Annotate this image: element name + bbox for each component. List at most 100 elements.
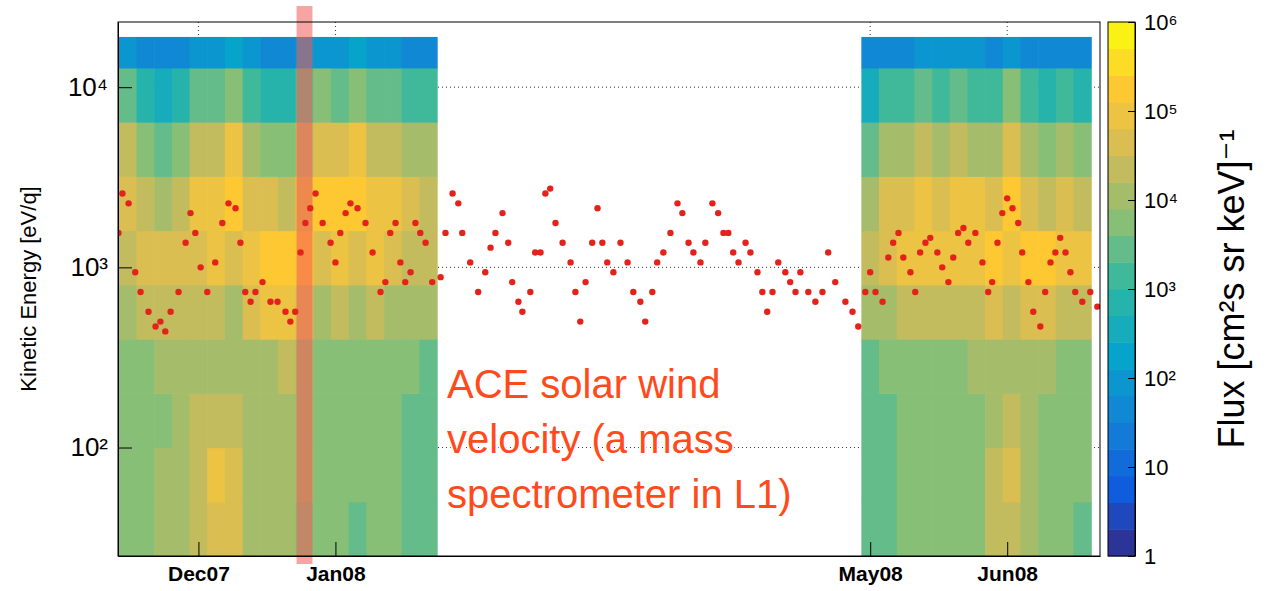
heatmap-cell (1003, 37, 1021, 69)
colorbar-tick-mark (1128, 289, 1135, 290)
heatmap-cell (950, 448, 968, 503)
heatmap-cell (190, 68, 208, 123)
data-point (369, 249, 375, 255)
heatmap-cell (950, 37, 968, 69)
colorbar-tick: 10³ (1128, 277, 1176, 302)
colorbar-tick-label: 10⁴ (1144, 188, 1178, 213)
data-point (145, 309, 151, 315)
heatmap-cell (1038, 122, 1056, 177)
data-point (1009, 205, 1015, 211)
data-point (327, 240, 333, 246)
heatmap-cell (967, 37, 985, 69)
heatmap-cell (384, 122, 402, 177)
colorbar-frame (1108, 22, 1135, 556)
data-point (292, 309, 298, 315)
data-point (422, 240, 428, 246)
heatmap-cell (1020, 176, 1038, 231)
data-point (382, 279, 388, 285)
heatmap-cell (932, 122, 950, 177)
heatmap-cell (313, 176, 331, 231)
heatmap-cell (278, 448, 296, 503)
heatmap-cell (897, 339, 915, 394)
heatmap-cell (1020, 37, 1038, 69)
data-point (759, 289, 765, 295)
y-tick-label: 10⁴ (68, 72, 108, 102)
data-point (354, 205, 360, 211)
data-point (999, 210, 1005, 216)
heatmap-cell (861, 231, 879, 286)
heatmap-cell (1073, 339, 1091, 394)
heatmap-cell (384, 502, 402, 556)
heatmap-cell (1038, 339, 1056, 394)
heatmap-cell (207, 231, 225, 286)
data-point (515, 299, 521, 305)
heatmap-cell (366, 339, 384, 394)
heatmap-cell (985, 393, 1003, 448)
heatmap-cell (419, 231, 437, 286)
heatmap-cell (207, 122, 225, 177)
data-point (157, 318, 163, 324)
heatmap-cell (366, 37, 384, 69)
x-tick-mark (198, 542, 199, 556)
heatmap-cell (950, 68, 968, 123)
colorbar-tick: 10⁴ (1128, 188, 1178, 213)
heatmap-cell (402, 68, 420, 123)
y-tick: 10⁴ (68, 72, 132, 102)
data-point (499, 210, 505, 216)
data-point (527, 289, 533, 295)
data-point (685, 240, 691, 246)
heatmap-cell (402, 231, 420, 286)
data-point (679, 210, 685, 216)
colorbar-axis-line (1135, 23, 1136, 557)
data-point (862, 289, 868, 295)
colorbar-tick-label: 10⁵ (1144, 99, 1178, 124)
heatmap-cell (172, 68, 190, 123)
colorbar-tick-label: 10³ (1144, 277, 1176, 302)
plot-background (118, 22, 1100, 556)
data-point (397, 259, 403, 265)
heatmap-cell (1038, 231, 1056, 286)
data-point (125, 200, 131, 206)
heatmap-cell (985, 37, 1003, 69)
data-point (459, 230, 465, 236)
data-point (972, 230, 978, 236)
data-point (197, 264, 203, 270)
data-point (934, 249, 940, 255)
heatmap-cell (932, 339, 950, 394)
heatmap-cell (402, 448, 420, 503)
annotation-line: velocity (a mass (447, 417, 734, 461)
heatmap-cell (190, 122, 208, 177)
heatmap-cell (861, 285, 879, 340)
heatmap-cell (260, 502, 278, 556)
heatmap-cell (190, 231, 208, 286)
data-point (274, 299, 280, 305)
heatmap-cell (154, 122, 172, 177)
highlight-band (297, 6, 313, 564)
heatmap-cell (1038, 37, 1056, 69)
heatmap-cell (260, 339, 278, 394)
heatmap-cell (985, 285, 1003, 340)
data-point (819, 289, 825, 295)
data-point (890, 240, 896, 246)
heatmap-cell (1020, 339, 1038, 394)
y-tick-label: 10³ (70, 252, 108, 282)
heatmap-cell (384, 339, 402, 394)
heatmap-cell (154, 231, 172, 286)
heatmap-cell (1038, 448, 1056, 503)
data-point (175, 289, 181, 295)
data-point (649, 289, 655, 295)
heatmap-cell (1020, 231, 1038, 286)
data-point (1052, 249, 1058, 255)
heatmap-cell (985, 176, 1003, 231)
heatmap-cell (190, 339, 208, 394)
heatmap-cell (384, 393, 402, 448)
heatmap-cell (985, 448, 1003, 503)
heatmap-cell (861, 176, 879, 231)
heatmap-cell (366, 122, 384, 177)
colorbar-tick: 10⁵ (1128, 99, 1178, 124)
heatmap-cell (1073, 502, 1091, 556)
heatmap-cell (260, 448, 278, 503)
heatmap-cell (137, 176, 155, 231)
data-point (212, 259, 218, 265)
data-point (567, 259, 573, 265)
